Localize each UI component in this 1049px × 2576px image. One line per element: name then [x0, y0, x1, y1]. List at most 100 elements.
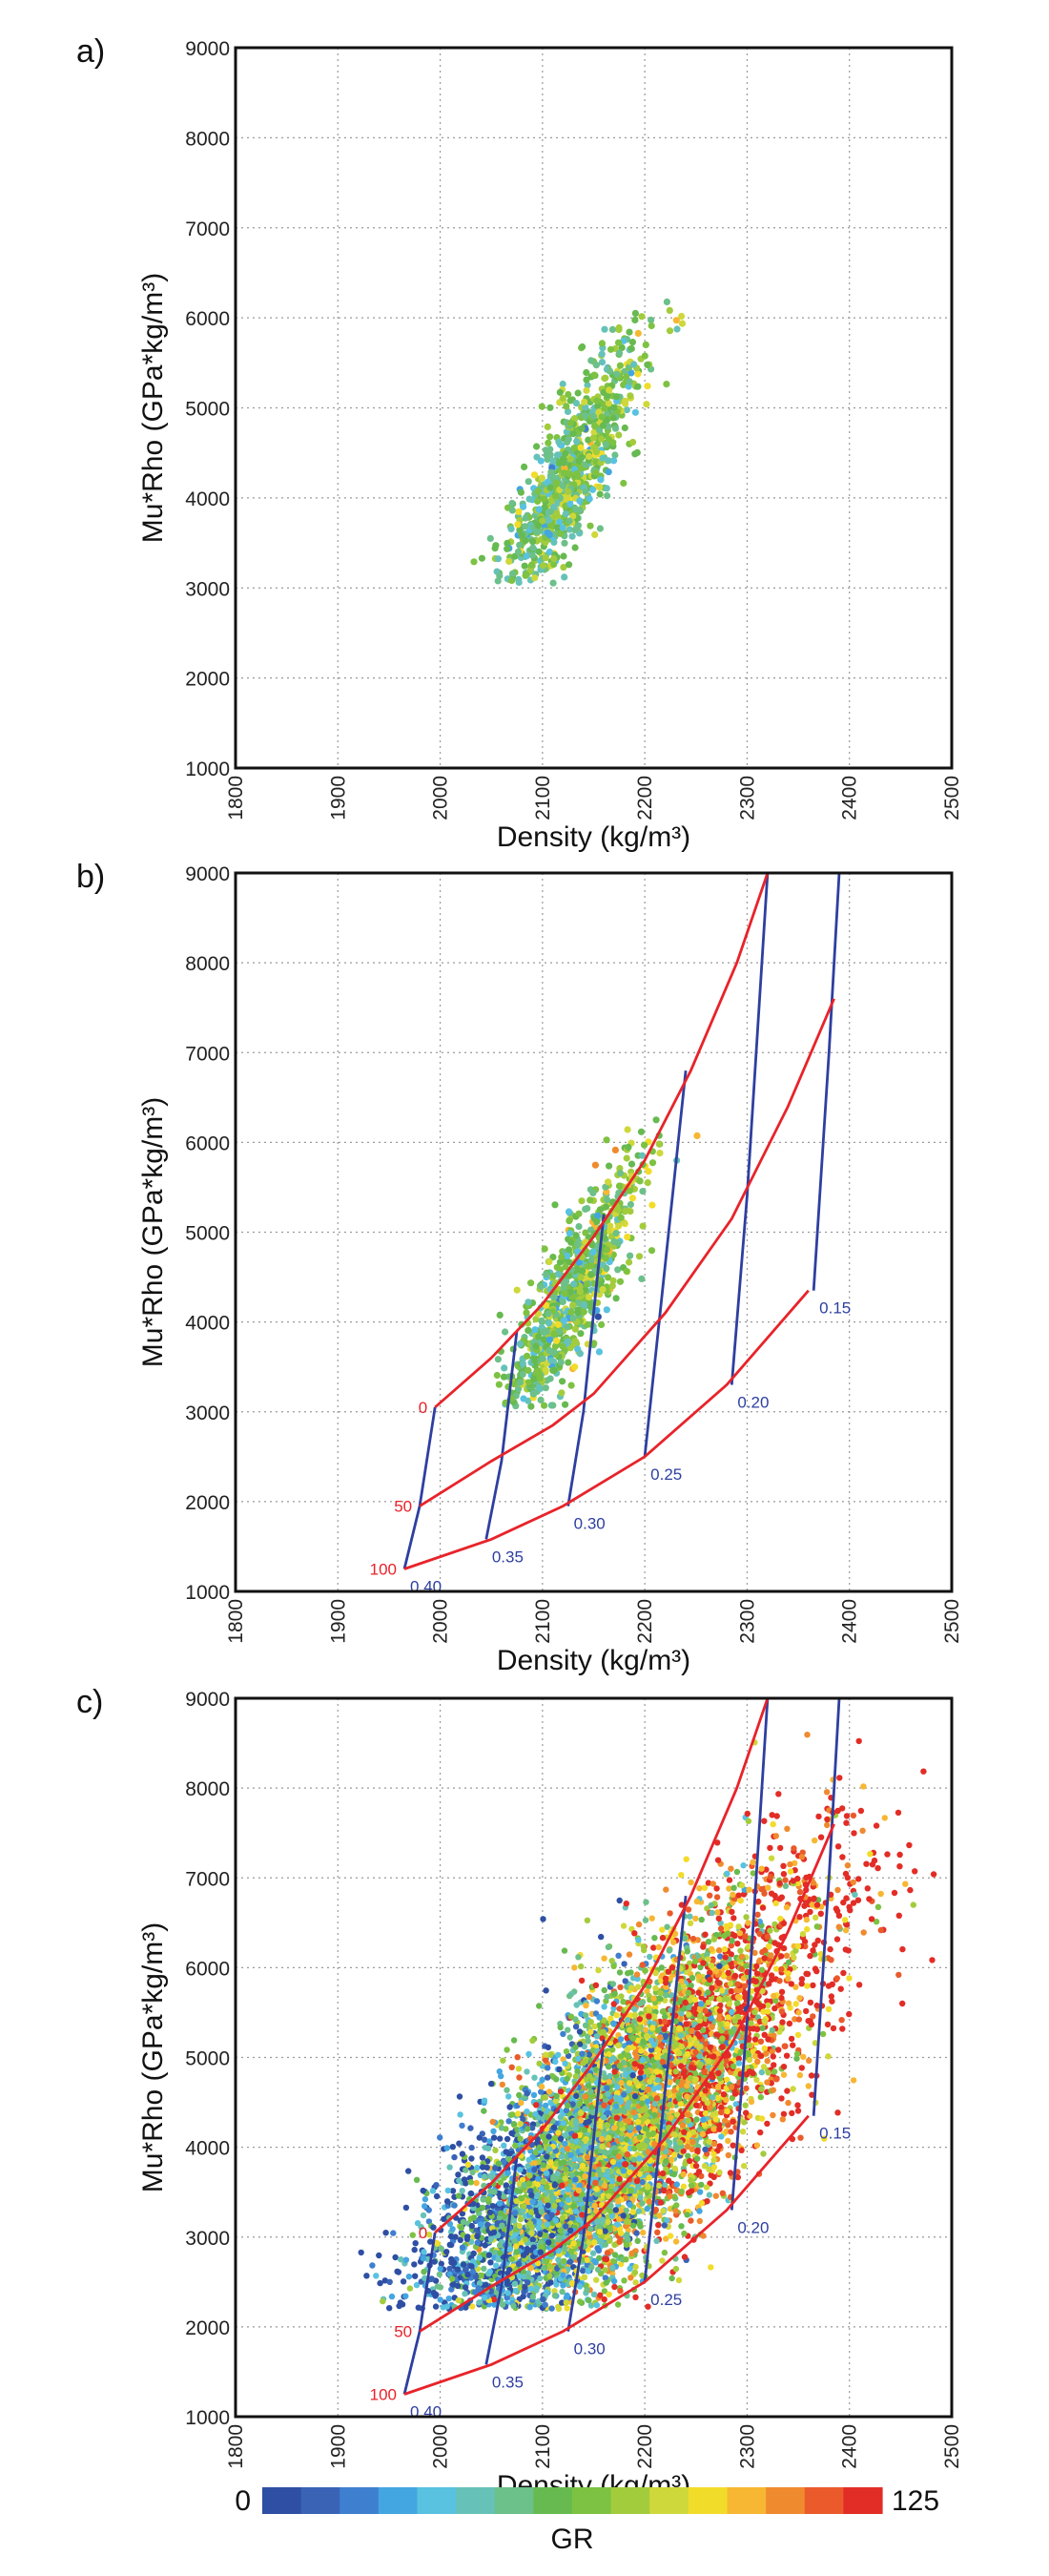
data-point	[551, 1201, 559, 1209]
data-point	[570, 445, 578, 452]
data-point	[578, 1977, 586, 1984]
data-point	[688, 2217, 694, 2224]
data-point	[634, 370, 642, 378]
data-point	[877, 1926, 884, 1934]
data-point	[550, 555, 558, 563]
x-tick-label: 1900	[327, 776, 349, 821]
data-point	[648, 1915, 655, 1922]
x-tick-label: 2500	[941, 1599, 963, 1644]
data-point	[681, 2254, 689, 2260]
data-point	[517, 2216, 524, 2223]
data-point	[551, 1342, 560, 1350]
data-point	[425, 2218, 433, 2225]
data-point	[603, 485, 610, 492]
data-point	[549, 1366, 557, 1374]
data-point	[631, 408, 640, 416]
data-point	[560, 564, 567, 571]
data-point	[602, 1203, 610, 1211]
data-point	[496, 572, 504, 580]
y-tick-label: 1000	[185, 1582, 230, 1604]
data-point	[583, 1280, 590, 1288]
data-point	[623, 1267, 630, 1276]
data-point	[616, 1278, 625, 1285]
data-point	[473, 2179, 480, 2187]
data-point	[585, 436, 592, 444]
data-point	[494, 555, 503, 563]
data-point	[827, 1945, 833, 1953]
porosity-line-0.25	[643, 1070, 688, 1457]
data-point	[631, 316, 639, 323]
data-point	[569, 1314, 577, 1321]
gr-line-label: 0	[419, 1399, 427, 1417]
data-point	[449, 2188, 457, 2194]
data-point	[566, 526, 573, 533]
data-point	[626, 328, 633, 336]
data-point	[555, 459, 563, 467]
data-point	[575, 1954, 582, 1961]
data-point	[533, 529, 541, 536]
data-point	[457, 2111, 463, 2118]
data-point	[527, 1279, 535, 1287]
data-point	[706, 2192, 713, 2198]
data-point	[552, 492, 560, 500]
data-point	[730, 2142, 736, 2149]
data-point	[843, 1813, 851, 1819]
data-point	[502, 1328, 509, 1336]
data-point	[563, 1278, 570, 1285]
data-point	[772, 1965, 780, 1972]
data-point	[525, 495, 533, 503]
data-point	[624, 1126, 631, 1133]
data-point	[514, 521, 522, 529]
data-point	[598, 1320, 606, 1329]
data-point	[481, 2097, 488, 2104]
data-point	[529, 544, 537, 551]
data-point	[726, 1885, 732, 1892]
x-tick-label: 2400	[839, 776, 861, 821]
plot-frame	[234, 871, 954, 1593]
x-axis-title: Density (kg/m³)	[497, 821, 690, 853]
data-point	[521, 562, 528, 570]
data-point	[553, 479, 561, 487]
data-point	[625, 1143, 632, 1151]
data-point	[575, 1223, 583, 1231]
data-point	[663, 381, 670, 388]
gr-line-0	[434, 873, 770, 1409]
data-point	[634, 329, 642, 337]
data-point	[582, 1205, 589, 1213]
data-point	[560, 2030, 566, 2038]
data-point	[589, 1248, 597, 1256]
data-point	[616, 362, 625, 369]
data-point	[544, 529, 551, 537]
data-point	[907, 1886, 914, 1894]
data-point	[586, 452, 593, 460]
data-point	[740, 1891, 748, 1898]
data-point	[438, 2260, 444, 2267]
data-point	[537, 1282, 545, 1291]
data-point	[771, 2062, 777, 2068]
data-point	[517, 488, 525, 496]
data-point	[550, 513, 558, 521]
data-point	[591, 1161, 600, 1169]
data-point	[583, 386, 590, 394]
data-point	[603, 1246, 611, 1254]
data-point	[655, 1140, 663, 1148]
porosity-label: 0.35	[492, 1548, 524, 1566]
data-point	[566, 1288, 574, 1296]
data-point	[518, 2240, 524, 2247]
data-point	[591, 530, 599, 539]
data-point	[680, 2148, 687, 2154]
data-point	[759, 1904, 767, 1911]
porosity-line-0.20	[730, 873, 770, 1385]
data-point	[392, 2254, 399, 2261]
data-point	[610, 457, 618, 465]
data-point	[564, 2305, 570, 2312]
data-point	[576, 1288, 585, 1296]
data-point	[574, 1309, 582, 1317]
data-point	[504, 2087, 510, 2093]
data-point	[644, 1179, 651, 1187]
data-point	[544, 455, 551, 464]
data-point	[768, 1972, 775, 1979]
data-point	[691, 2070, 699, 2078]
data-point	[369, 2262, 376, 2269]
